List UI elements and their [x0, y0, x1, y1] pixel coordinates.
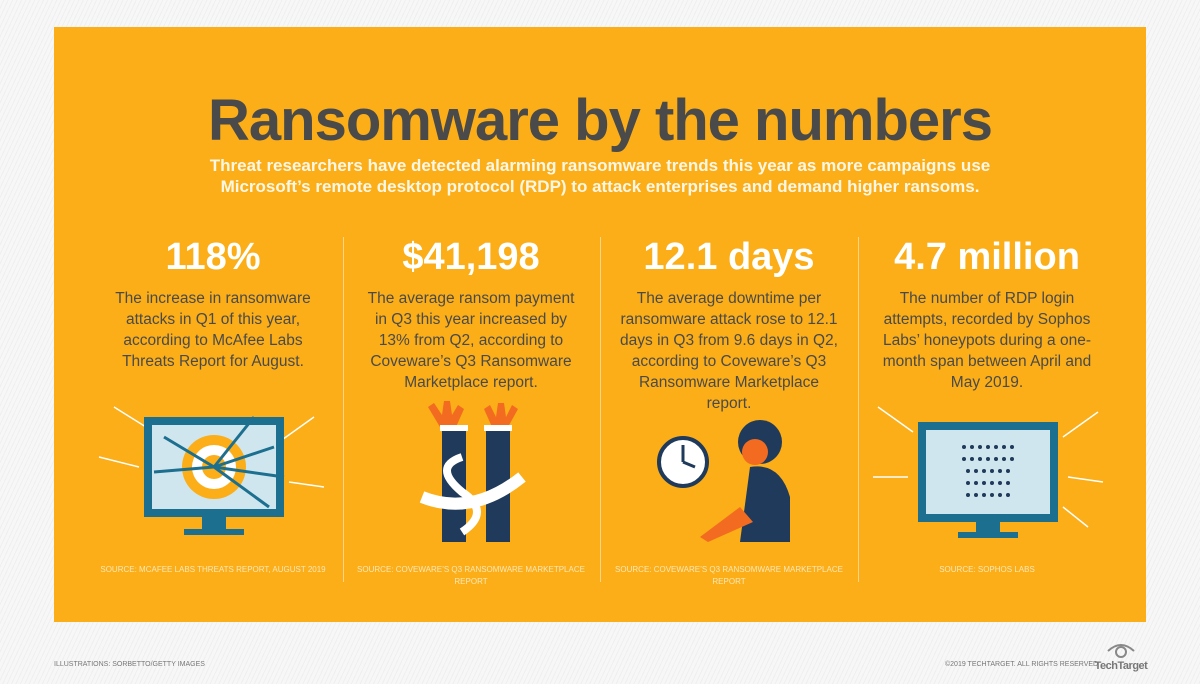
password-dot: [982, 481, 986, 485]
stat-source: Source: Coveware’s Q3 Ransomware Marketp…: [357, 565, 585, 586]
password-dot: [1006, 469, 1010, 473]
password-dot: [998, 493, 1002, 497]
stat-description: The average ransom payment in Q3 this ye…: [367, 290, 575, 391]
stat-value: 4.7 million: [894, 236, 1080, 278]
password-dot: [1006, 481, 1010, 485]
eye-icon: [1107, 644, 1135, 658]
password-dot: [978, 457, 982, 461]
stat-source: Source: Coveware’s Q3 Ransomware Marketp…: [615, 565, 843, 586]
illustration-credit: ILLUSTRATIONS: SORBETTO/GETTY IMAGES: [54, 661, 205, 668]
clock-waiting-person-icon: [600, 397, 858, 547]
password-dot: [982, 469, 986, 473]
techtarget-logo: TechTarget: [1094, 642, 1148, 672]
password-dot: [1002, 457, 1006, 461]
stat-downtime: 12.1 days The average downtime per ranso…: [600, 232, 858, 586]
stat-source: Source: Sophos Labs: [939, 565, 1035, 574]
stat-value: $41,198: [402, 236, 540, 278]
subtitle: Threat researchers have detected alarmin…: [209, 156, 991, 196]
password-dot: [970, 445, 974, 449]
stat-source: Source: McAfee Labs Threats Report, Augu…: [100, 565, 326, 574]
password-dot: [998, 469, 1002, 473]
password-dot: [982, 493, 986, 497]
password-dot: [990, 481, 994, 485]
infographic-panel: Ransomware by the numbers Threat researc…: [54, 27, 1146, 622]
password-dot: [990, 469, 994, 473]
password-dot: [1010, 457, 1014, 461]
copyright: ©2019 TECHTARGET. ALL RIGHTS RESERVED: [945, 661, 1099, 668]
stat-rdp-logins: 4.7 million The number of RDP login atte…: [858, 232, 1116, 577]
password-dot: [962, 457, 966, 461]
password-dot: [986, 445, 990, 449]
password-dot: [994, 457, 998, 461]
password-dot: [1010, 445, 1014, 449]
password-dot: [962, 445, 966, 449]
password-dot: [994, 445, 998, 449]
stat-description: The increase in ransomware attacks in Q1…: [115, 290, 311, 370]
handcuffed-hands-dollar-icon: [342, 397, 600, 547]
page-title: Ransomware by the numbers: [208, 88, 993, 153]
password-dot: [966, 493, 970, 497]
monitor-target-arrows-icon: [84, 397, 342, 547]
divider: [858, 237, 859, 582]
password-dot: [1006, 493, 1010, 497]
password-dot: [998, 481, 1002, 485]
password-dot: [986, 457, 990, 461]
password-dot: [974, 481, 978, 485]
stat-description: The number of RDP login attempts, record…: [882, 290, 1092, 391]
password-dot: [1002, 445, 1006, 449]
divider: [343, 237, 344, 582]
password-dot: [966, 481, 970, 485]
stat-description: The average downtime per ransomware atta…: [620, 290, 838, 412]
password-dot: [966, 469, 970, 473]
stat-average-ransom: $41,198 The average ransom payment in Q3…: [342, 232, 600, 586]
password-dot: [974, 493, 978, 497]
stat-value: 118%: [165, 236, 261, 278]
password-dot: [978, 445, 982, 449]
password-dot: [974, 469, 978, 473]
divider: [600, 237, 601, 582]
monitor-password-dots-icon: [858, 397, 1116, 547]
password-dot: [970, 457, 974, 461]
stat-value: 12.1 days: [643, 236, 815, 278]
stat-attacks-increase: 118% The increase in ransomware attacks …: [84, 232, 342, 577]
password-dot: [990, 493, 994, 497]
